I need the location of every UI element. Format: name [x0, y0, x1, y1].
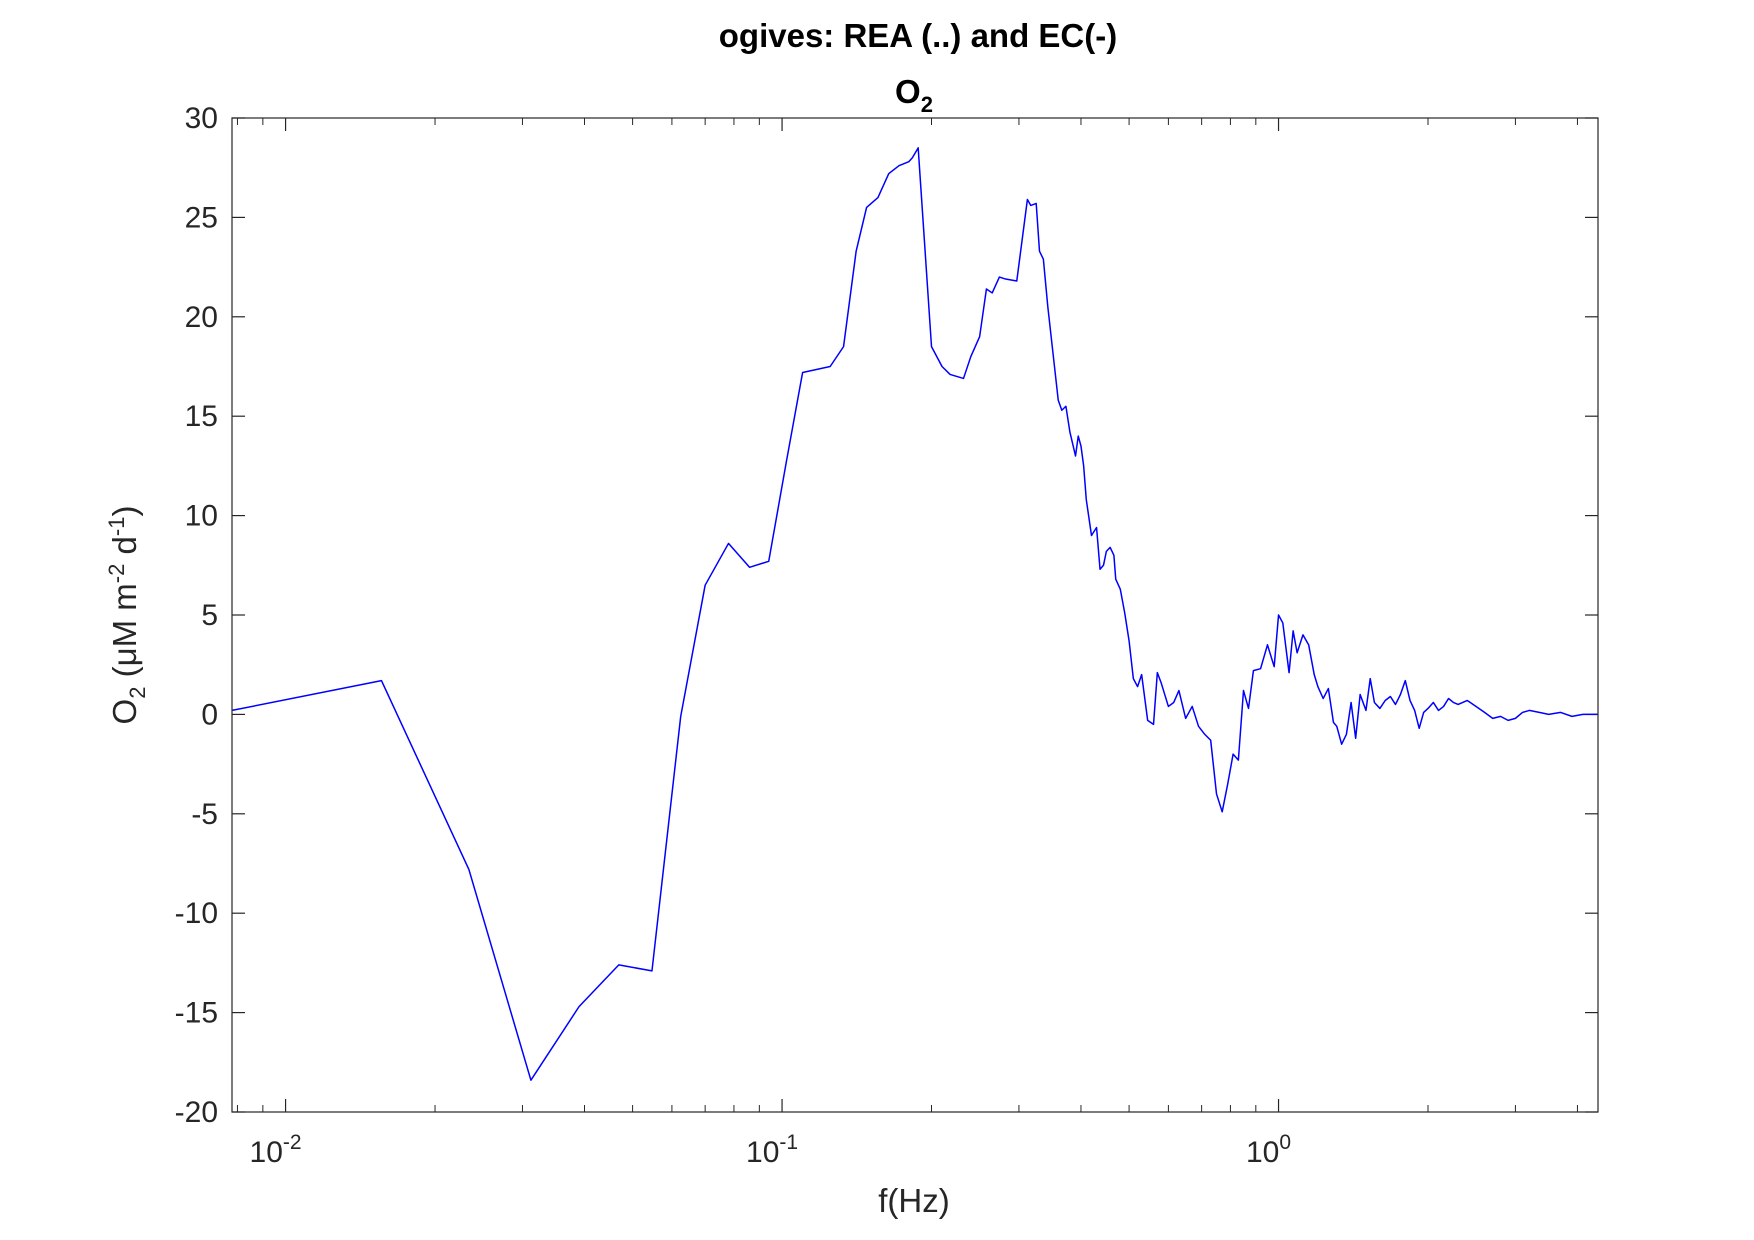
y-axis-label: O2 (μM m-2 d-1) — [104, 506, 150, 725]
ogive-line — [231, 147, 1598, 1081]
y-tick-label: 0 — [201, 698, 218, 731]
y-tick-label: 25 — [185, 201, 218, 234]
chart-title: ogives: REA (..) and EC(-) — [719, 17, 1117, 54]
y-tick-labels: 30 25 20 15 10 5 0 -5 -10 -15 -20 — [175, 102, 218, 1129]
y-tick-label: 15 — [185, 400, 218, 433]
y-tick-label: -5 — [191, 798, 218, 831]
x-tick-label: 100 — [1246, 1131, 1291, 1169]
x-tick-label: 10-2 — [250, 1131, 302, 1169]
x-tick-label: 10-1 — [746, 1131, 798, 1169]
y-tick-label: 5 — [201, 599, 218, 632]
x-axis-label: f(Hz) — [878, 1182, 949, 1219]
chart-subtitle: O2 — [895, 73, 933, 117]
y-tick-label: -15 — [175, 997, 218, 1030]
x-tick-labels: 10-2 10-1 100 — [250, 1131, 1292, 1169]
plot-area — [231, 147, 1598, 1081]
y-tick-label: 30 — [185, 102, 218, 135]
axes-box — [231, 117, 1599, 1113]
y-tick-label: 20 — [185, 301, 218, 334]
y-tick-label: -10 — [175, 897, 218, 930]
y-tick-label: -20 — [175, 1096, 218, 1129]
y-tick-label: 10 — [185, 500, 218, 533]
